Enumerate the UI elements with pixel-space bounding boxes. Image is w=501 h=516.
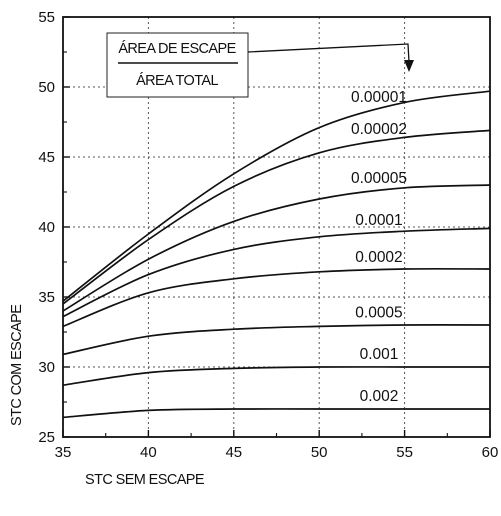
series-line-0.00005 (62, 184, 491, 312)
legend-denominator: ÁREA TOTAL (136, 72, 218, 89)
legend-box (106, 32, 249, 98)
series-line-0.0002 (62, 267, 491, 328)
legend-arrowhead (404, 60, 414, 72)
series-line-0.00002 (62, 129, 491, 305)
series-label-0.00005: 0.00005 (351, 170, 407, 187)
legend-numerator: ÁREA DE ESCAPE (118, 40, 236, 57)
y-tick-label: 45 (38, 149, 55, 166)
x-tick-label: 55 (396, 444, 413, 461)
y-tick-label: 25 (38, 429, 55, 446)
x-tick-label: 35 (55, 444, 72, 461)
y-tick-label: 50 (38, 79, 55, 96)
x-tick-label: 40 (140, 444, 157, 461)
curves (62, 90, 491, 419)
series-line-0.00001 (62, 90, 491, 302)
curve-labels: 0.00001 0.00002 0.00005 0.0001 0.0002 0.0005 0… (351, 89, 407, 405)
series-label-0.001: 0.001 (360, 346, 399, 363)
legend-leader-line (247, 43, 410, 63)
x-axis-label: STC SEM ESCAPE (85, 472, 205, 488)
series-line-0.0005 (62, 324, 491, 356)
series-label-0.0005: 0.0005 (355, 304, 402, 321)
x-tick-label: 45 (225, 444, 242, 461)
plot-frame (62, 16, 491, 438)
series-label-0.0002: 0.0002 (355, 249, 402, 266)
y-tick-label: 55 (38, 9, 55, 26)
series-line-0.0001 (62, 227, 491, 318)
x-tick-label: 50 (311, 444, 328, 461)
series-label-0.0001: 0.0001 (355, 212, 402, 229)
x-tick-label: 60 (482, 444, 499, 461)
series-line-0.001 (62, 366, 490, 387)
y-tick-label: 35 (38, 289, 55, 306)
y-tick-label: 30 (38, 359, 55, 376)
legend: ÁREA DE ESCAPE ÁREA TOTAL (106, 32, 414, 98)
tick-labels: 35 40 45 50 55 60 25 30 35 40 45 50 55 (38, 9, 498, 461)
y-axis-label: STC COM ESCAPE (9, 304, 25, 426)
series-line-0.002 (62, 408, 490, 419)
series-label-0.00001: 0.00001 (351, 89, 407, 106)
series-label-0.00002: 0.00002 (351, 121, 407, 138)
y-tick-label: 40 (38, 219, 55, 236)
series-label-0.002: 0.002 (360, 388, 399, 405)
